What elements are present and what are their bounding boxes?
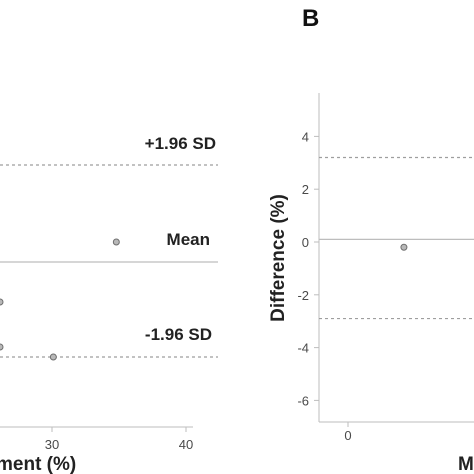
- panel-b-y-ticks: 4 2 0 -2 -4 -6: [297, 129, 319, 408]
- panel-b: B 4 2 0 -2 -4 -6 0 Difference (%) M: [268, 5, 474, 474]
- panel-a-x-tick-label-40: 40: [179, 437, 193, 452]
- panel-b-x-axis-title: M: [458, 454, 474, 474]
- panel-a-mean-label: Mean: [167, 230, 210, 249]
- panel-a-points: [0, 238, 120, 361]
- panel-b-y-tick-label-1: 2: [302, 182, 309, 197]
- panel-b-x-tick-label-0: 0: [344, 428, 351, 443]
- panel-a-lower-limit-label: -1.96 SD: [145, 325, 212, 344]
- panel-a-x-tick-label-30: 30: [45, 437, 59, 452]
- panel-b-y-axis-title: Difference (%): [268, 194, 289, 322]
- panel-b-points: [400, 243, 408, 251]
- panel-a: 30 40 +1.96 SD Mean -1.96 SD ment (%): [0, 134, 218, 474]
- panel-b-y-tick-label-4: -4: [297, 341, 309, 356]
- panel-a-point-2: [49, 353, 57, 361]
- panel-a-point-0: [0, 298, 4, 306]
- panel-b-y-tick-label-2: 0: [302, 235, 309, 250]
- panel-a-upper-limit-label: +1.96 SD: [145, 134, 216, 153]
- panel-b-y-tick-label-0: 4: [302, 129, 309, 144]
- panel-b-letter: B: [302, 5, 319, 32]
- panel-b-point-0: [400, 243, 408, 251]
- panel-a-x-axis-title: ment (%): [0, 454, 76, 474]
- panel-a-point-3: [112, 238, 120, 246]
- panel-b-y-tick-label-3: -2: [297, 288, 309, 303]
- panel-a-point-1: [0, 343, 4, 351]
- panel-b-y-tick-label-5: -6: [297, 393, 309, 408]
